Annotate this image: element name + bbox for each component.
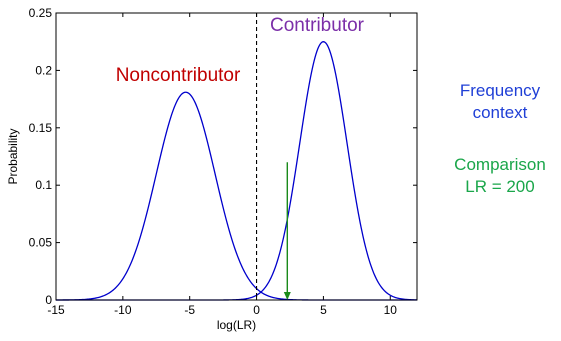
x-tick-label: -15: [47, 303, 65, 317]
y-tick-label: 0.25: [29, 6, 53, 20]
marks: [256, 13, 291, 300]
frequency-context-line-2: context: [472, 103, 528, 122]
x-tick-label: 0: [253, 303, 260, 317]
comparison-line-2: LR = 200: [465, 177, 535, 196]
y-tick-label: 0: [45, 293, 52, 307]
series-label-noncontributor: Noncontributor: [116, 65, 241, 86]
frequency-context-annotation: Frequency context: [440, 80, 560, 124]
x-tick-label: -5: [184, 303, 195, 317]
y-tick-label: 0.05: [29, 236, 53, 250]
x-tick-label: -10: [114, 303, 132, 317]
comparison-lr-annotation: Comparison LR = 200: [440, 154, 560, 198]
y-tick-label: 0.1: [35, 178, 52, 192]
y-tick-label: 0.15: [29, 121, 53, 135]
y-ticks: 0 0.05 0.1 0.15 0.2 0.25: [29, 6, 417, 307]
x-axis-label: log(LR): [217, 318, 256, 332]
x-tick-label: 10: [384, 303, 398, 317]
y-axis-label: Probability: [6, 128, 20, 184]
plot-frame: [55, 12, 418, 301]
comparison-line-1: Comparison: [454, 155, 546, 174]
x-tick-label: 5: [320, 303, 327, 317]
frequency-context-line-1: Frequency: [459, 81, 541, 100]
x-ticks: -15 -10 -5 0 5 10: [47, 13, 397, 317]
series-curve-noncontributor: [56, 91, 417, 301]
y-tick-label: 0.2: [35, 63, 52, 77]
comparison-arrow-head: [283, 292, 291, 300]
series-label-contributor: Contributor: [270, 15, 365, 36]
